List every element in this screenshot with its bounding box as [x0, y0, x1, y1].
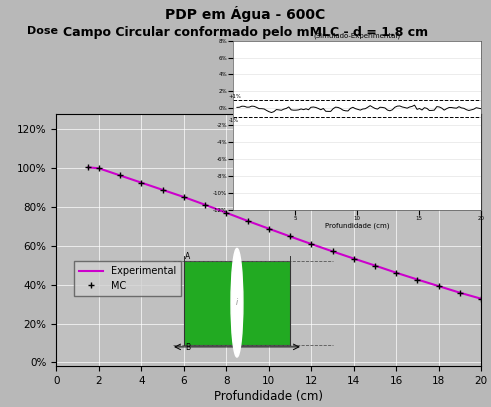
MC [436, 284, 442, 289]
MC [160, 187, 165, 192]
Text: -1%: -1% [228, 118, 239, 123]
Line: Experimental: Experimental [88, 167, 481, 299]
Experimental [393, 270, 399, 275]
Text: A: A [185, 252, 190, 261]
MC [96, 166, 102, 171]
Experimental [351, 256, 357, 261]
Text: PDP em Água - 600C: PDP em Água - 600C [165, 6, 326, 22]
MC [181, 195, 187, 199]
MC [85, 165, 91, 170]
MC [478, 296, 484, 301]
Experimental [96, 166, 102, 171]
MC [245, 219, 250, 223]
Experimental [138, 180, 144, 185]
MC [329, 249, 335, 254]
MC [351, 256, 357, 261]
Text: Campo Circular conformado pelo mMLC - d = 1.8 cm: Campo Circular conformado pelo mMLC - d … [63, 26, 428, 39]
Experimental [457, 290, 463, 295]
X-axis label: Profundidade (cm): Profundidade (cm) [325, 222, 389, 229]
Experimental [436, 284, 442, 289]
Experimental [223, 210, 229, 215]
Circle shape [231, 248, 243, 357]
Text: B: B [185, 344, 190, 352]
Text: Dose: Dose [27, 26, 58, 37]
Experimental [372, 263, 378, 268]
Text: i: i [236, 298, 238, 307]
MC [287, 234, 293, 239]
Bar [184, 260, 290, 345]
Experimental [478, 296, 484, 301]
Experimental [308, 242, 314, 247]
MC [138, 180, 144, 185]
Line: MC: MC [85, 164, 484, 302]
Experimental [181, 195, 187, 199]
Experimental [245, 219, 250, 223]
MC [372, 263, 378, 268]
MC [414, 277, 420, 282]
MC [393, 270, 399, 275]
Legend: Experimental, MC: Experimental, MC [74, 261, 181, 296]
MC [457, 290, 463, 295]
Experimental [287, 234, 293, 239]
Experimental [266, 226, 272, 231]
MC [117, 173, 123, 178]
X-axis label: Profundidade (cm): Profundidade (cm) [215, 390, 323, 403]
Experimental [202, 202, 208, 207]
Experimental [160, 187, 165, 192]
Text: +1%: +1% [228, 94, 241, 99]
Experimental [414, 277, 420, 282]
Experimental [117, 173, 123, 178]
Experimental [329, 249, 335, 254]
Experimental [85, 165, 91, 170]
MC [202, 202, 208, 207]
Title: (Simulado-Experimental): (Simulado-Experimental) [314, 33, 401, 39]
MC [266, 226, 272, 231]
MC [223, 210, 229, 215]
MC [308, 242, 314, 247]
